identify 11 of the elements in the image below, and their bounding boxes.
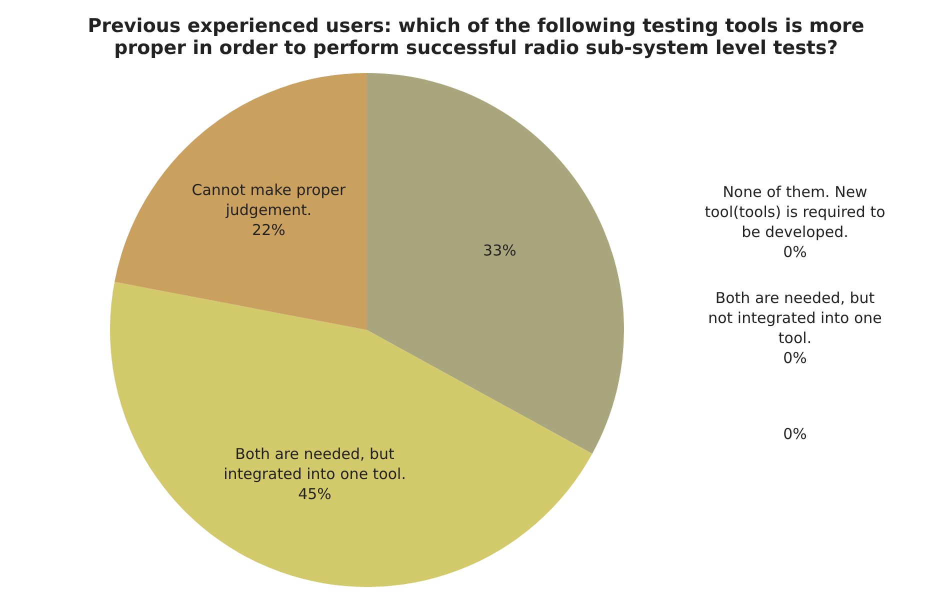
category-label: None of them. New tool(tools) is required to be developed. xyxy=(704,182,886,241)
data-label: 22% xyxy=(252,221,286,240)
text: 0% xyxy=(783,242,807,261)
text: 0% xyxy=(783,424,807,443)
slice-label: Cannot make proper judgement. xyxy=(192,181,346,220)
data-label: 45% xyxy=(298,484,332,503)
chart-title: Previous experienced users: which of the following testing tools is more proper in order to perform successful radio sub-system level tests? xyxy=(86,14,866,58)
category-label: Both are needed, but not integrated into one tool. xyxy=(708,288,882,347)
text: 0% xyxy=(783,348,807,367)
slice-label: Both are needed, but integrated into one tool. xyxy=(224,444,406,483)
data-label: 33% xyxy=(483,241,516,260)
